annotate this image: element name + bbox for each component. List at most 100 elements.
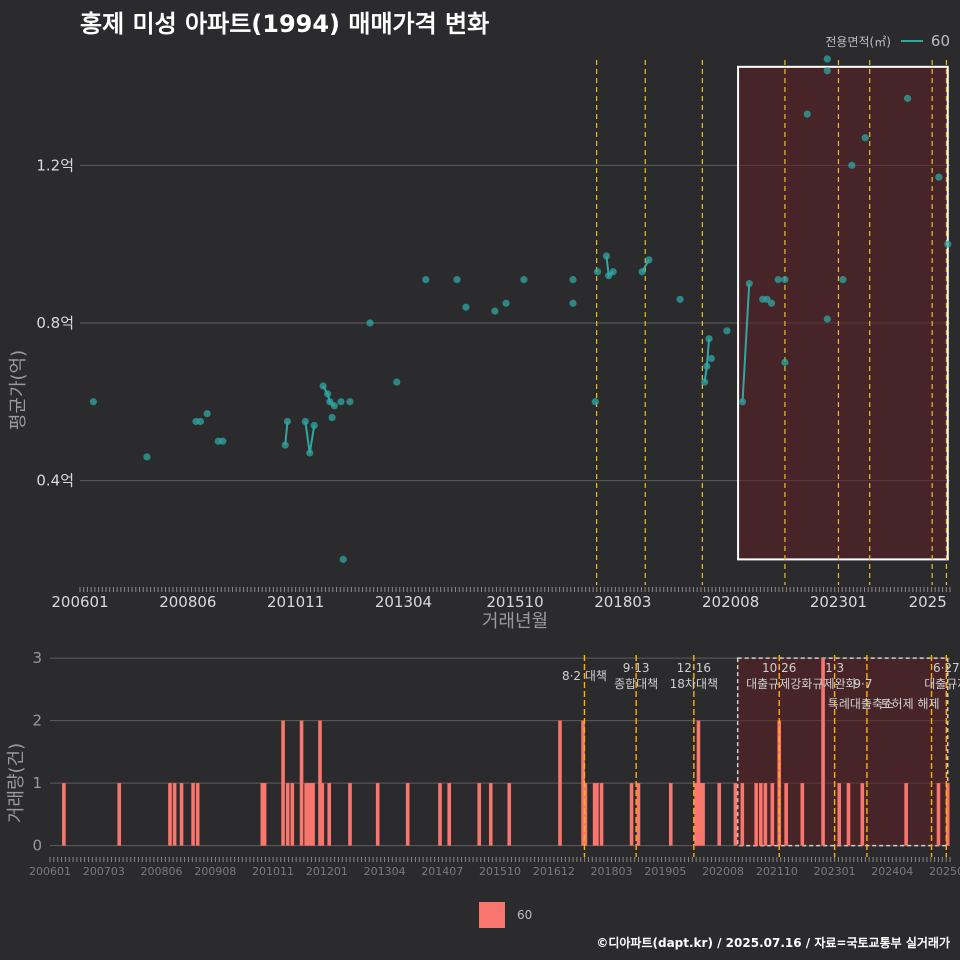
x-tick-label: 201510 bbox=[486, 593, 543, 611]
policy-name-label: 대출규제강화 bbox=[746, 677, 812, 691]
legend-line-swatch bbox=[900, 40, 923, 42]
series-line-segment bbox=[741, 283, 751, 402]
data-point bbox=[774, 276, 782, 284]
bar bbox=[488, 783, 493, 846]
bar bbox=[754, 783, 758, 846]
bar bbox=[694, 783, 698, 846]
x-tick-label: 201803 bbox=[594, 593, 651, 611]
data-point bbox=[703, 362, 711, 370]
bar-x-tick-label: 202110 bbox=[756, 865, 798, 878]
chart-title: 홍제 미성 아파트(1994) 매매가격 변화 bbox=[80, 10, 490, 38]
bar-x-tick-label: 201304 bbox=[364, 865, 406, 878]
data-point bbox=[781, 276, 789, 284]
data-point bbox=[861, 134, 869, 142]
bar-x-tick-label: 202301 bbox=[814, 865, 856, 878]
bar-x-tick-label: 202507 bbox=[929, 865, 960, 878]
data-point bbox=[366, 319, 374, 327]
bar-x-tick-label: 201011 bbox=[252, 865, 294, 878]
bar bbox=[763, 783, 768, 846]
bar-y-tick-label: 3 bbox=[32, 649, 42, 667]
bar bbox=[733, 783, 738, 846]
bar bbox=[592, 783, 597, 846]
bar bbox=[629, 783, 634, 846]
bar-x-tick-label: 200601 bbox=[29, 865, 71, 878]
bar bbox=[636, 783, 641, 846]
legend-bottom-label: 60 bbox=[517, 908, 533, 922]
bar-x-tick-label: 200806 bbox=[141, 865, 183, 878]
bar bbox=[320, 783, 325, 846]
bar bbox=[837, 783, 842, 846]
bar bbox=[698, 783, 703, 846]
bar bbox=[311, 783, 315, 846]
bar bbox=[770, 783, 775, 846]
bar bbox=[172, 783, 177, 846]
bar bbox=[583, 783, 588, 846]
data-point bbox=[935, 173, 943, 181]
bar bbox=[327, 783, 332, 846]
bar-y-tick-label: 1 bbox=[32, 774, 42, 792]
bar bbox=[581, 720, 585, 846]
bar bbox=[299, 720, 304, 846]
bar bbox=[599, 783, 604, 846]
policy-date-label: 10·26 bbox=[762, 661, 796, 675]
highlight-region bbox=[737, 65, 949, 561]
x-tick-label: 2025 bbox=[909, 593, 947, 611]
bar bbox=[191, 783, 195, 846]
bar bbox=[696, 720, 701, 846]
bar bbox=[304, 783, 308, 846]
data-point bbox=[89, 398, 97, 406]
x-tick-label: 202301 bbox=[810, 593, 867, 611]
data-point bbox=[491, 307, 499, 315]
bar bbox=[405, 783, 410, 846]
bar-y-tick-label: 2 bbox=[32, 712, 42, 730]
bar-y-axis-title: 거래량(건) bbox=[6, 743, 27, 823]
policy-date-label: 12·16 bbox=[677, 661, 711, 675]
data-point bbox=[839, 276, 847, 284]
bar bbox=[262, 783, 267, 846]
data-point bbox=[738, 398, 747, 406]
legend-top: 전용면적(㎡) 60 bbox=[825, 32, 950, 50]
bar bbox=[936, 783, 941, 846]
data-point bbox=[337, 398, 345, 406]
bar bbox=[168, 783, 172, 846]
policy-name-label: 규제완화 bbox=[813, 677, 857, 691]
bar bbox=[740, 783, 745, 846]
bar bbox=[784, 783, 788, 846]
bar bbox=[800, 783, 805, 846]
data-point bbox=[638, 268, 646, 276]
bar bbox=[904, 783, 908, 846]
bar bbox=[717, 783, 722, 846]
data-point bbox=[283, 417, 292, 426]
bar bbox=[758, 783, 763, 846]
x-tick-label: 200806 bbox=[159, 593, 216, 611]
bar bbox=[438, 783, 442, 846]
legend-title: 전용면적(㎡) bbox=[825, 34, 891, 49]
bar-x-tick-label: 201803 bbox=[591, 865, 633, 878]
data-point bbox=[803, 110, 811, 118]
bar-x-tick-label: 201407 bbox=[421, 865, 463, 878]
bar bbox=[668, 783, 673, 846]
policy-date-label: 9·7 bbox=[853, 677, 872, 691]
policy-date-label: 1·3 bbox=[825, 661, 844, 675]
x-axis-title: 거래년월 bbox=[482, 611, 548, 632]
bar bbox=[821, 658, 825, 846]
bar bbox=[308, 783, 313, 846]
bar-x-tick-label: 202008 bbox=[702, 865, 744, 878]
data-point bbox=[281, 441, 289, 449]
data-point bbox=[393, 378, 401, 386]
bar bbox=[281, 720, 285, 846]
data-point bbox=[319, 382, 327, 390]
bar-y-tick-label: 0 bbox=[32, 837, 42, 855]
policy-date-label: 9·13 bbox=[623, 661, 650, 675]
bar bbox=[348, 783, 352, 846]
data-point bbox=[705, 335, 713, 343]
caption: ©디아파트(dapt.kr) / 2025.07.16 / 자료=국토교통부 실… bbox=[596, 936, 950, 950]
policy-name-label: 종합대책 bbox=[614, 676, 658, 691]
data-point bbox=[453, 276, 461, 284]
data-point bbox=[602, 252, 611, 260]
data-point bbox=[707, 354, 715, 363]
data-point bbox=[745, 279, 753, 288]
data-point bbox=[569, 276, 577, 284]
bar bbox=[945, 783, 950, 846]
